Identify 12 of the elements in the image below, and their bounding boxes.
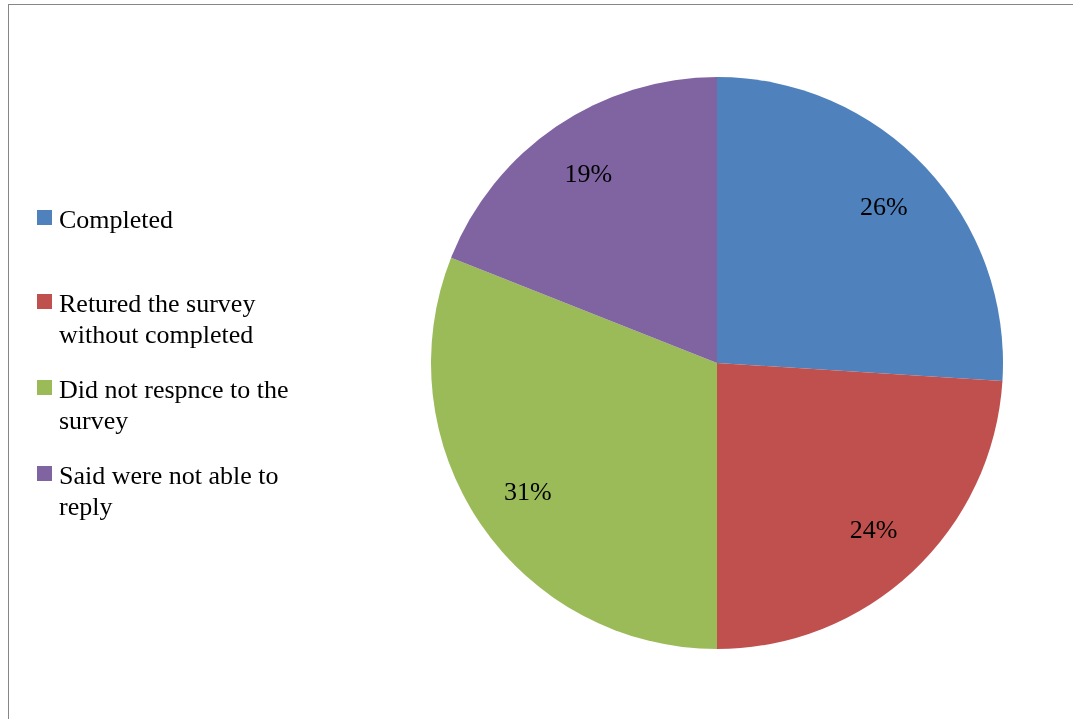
data-label: 24%: [849, 515, 898, 545]
pie-slice: [717, 77, 1003, 381]
data-label: 19%: [564, 159, 613, 189]
pie-slice: [431, 257, 717, 649]
legend-label: Completed: [59, 205, 174, 234]
legend-label: Did not respnce to the survey: [59, 375, 289, 435]
legend-label: Retured the survey without completed: [59, 289, 256, 349]
pie-slice: [717, 363, 1003, 649]
legend-label: Said were not able to reply: [59, 461, 279, 521]
pie-slice: [451, 77, 717, 363]
data-label: 26%: [859, 191, 908, 221]
data-label: 31%: [503, 477, 552, 507]
